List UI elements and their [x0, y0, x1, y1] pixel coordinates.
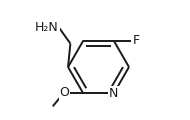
Text: H₂N: H₂N [35, 21, 59, 34]
Text: F: F [132, 34, 140, 47]
Text: N: N [109, 87, 118, 100]
Text: O: O [60, 86, 70, 99]
